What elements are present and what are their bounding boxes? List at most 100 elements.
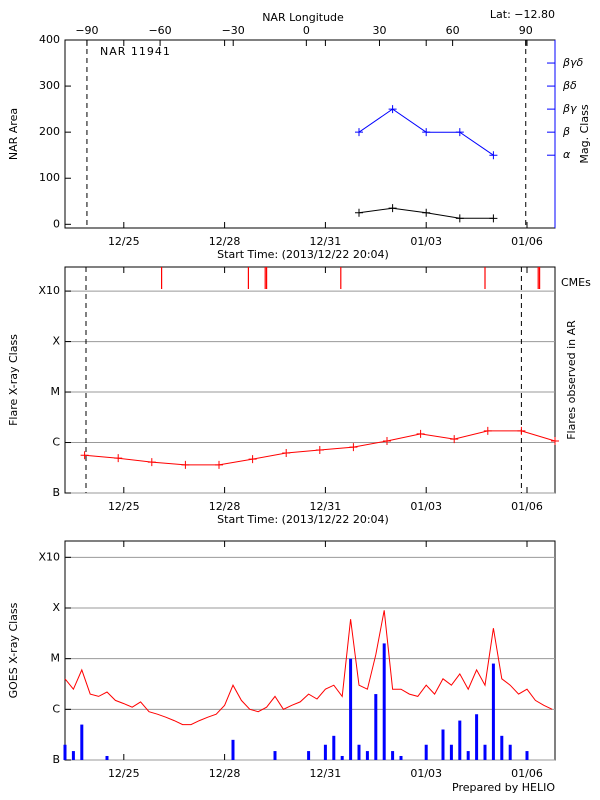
impulse-bar [424, 744, 428, 760]
x-tick-label: 01/06 [511, 767, 543, 780]
y2-tick-label: β [562, 125, 570, 138]
impulse-bar [231, 739, 235, 760]
impulse-bar [323, 744, 327, 760]
plus-marker [147, 458, 156, 467]
plus-marker [455, 128, 464, 137]
impulse-bar [508, 744, 512, 760]
x2-tick-label: −30 [222, 24, 245, 37]
y-axis-label: GOES X-ray Class [7, 602, 20, 698]
impulse-bar [441, 729, 445, 760]
plus-marker [282, 449, 291, 458]
plus-marker [483, 426, 492, 435]
y-axis-label: NAR Area [7, 108, 20, 160]
plus-marker [383, 437, 391, 446]
plus-marker [248, 455, 257, 464]
plus-marker [455, 214, 464, 223]
plus-marker [355, 128, 363, 137]
y-tick-label: X [52, 601, 60, 614]
y-tick-label: 300 [39, 79, 60, 92]
plus-marker [489, 151, 498, 160]
impulse-bar [483, 744, 487, 760]
x-tick-label: 01/03 [410, 767, 442, 780]
impulse-bar [391, 751, 395, 760]
y-tick-label: X10 [38, 550, 60, 563]
footer: Prepared by HELIO [452, 781, 555, 794]
impulse-bar [365, 751, 369, 760]
plus-marker [517, 426, 526, 435]
lat-label: Lat: −12.80 [490, 8, 555, 21]
plus-marker [489, 214, 498, 223]
x-tick-label: 12/25 [108, 500, 140, 513]
x-tick-label: 12/25 [108, 235, 140, 248]
x-tick-label: 12/31 [310, 500, 342, 513]
plus-marker [315, 446, 324, 455]
plus-marker [349, 443, 358, 452]
x-tick-label: 01/03 [410, 235, 442, 248]
impulse-bar [374, 694, 378, 760]
impulse-bar [349, 658, 353, 760]
y-tick-label: X10 [38, 284, 60, 297]
plus-marker [388, 204, 397, 213]
x-tick-label: 12/31 [310, 235, 342, 248]
y-tick-label: 400 [39, 33, 60, 46]
x2-tick-label: 90 [519, 24, 533, 37]
x2-tick-label: −60 [148, 24, 171, 37]
x2-tick-label: 0 [303, 24, 310, 37]
y2-tick-label: βγδ [562, 56, 584, 69]
impulse-bar [466, 751, 470, 760]
y-tick-label: X [52, 335, 60, 348]
plus-marker [416, 429, 425, 438]
x-tick-label: 12/25 [108, 767, 140, 780]
plus-marker [215, 460, 223, 469]
x-tick-label: 12/31 [310, 767, 342, 780]
plot-frame [64, 540, 556, 761]
x-tick-label: 01/03 [410, 500, 442, 513]
y-axis-label: Flare X-ray Class [7, 334, 20, 426]
x-tick-label: 12/28 [209, 767, 241, 780]
plus-marker [551, 437, 559, 446]
impulse-bar [475, 714, 479, 760]
impulse-bar [491, 663, 495, 760]
x-tick-label: 12/28 [209, 500, 241, 513]
plus-marker [355, 208, 363, 217]
chart-title: NAR 11941 [100, 45, 171, 58]
x-axis-label: Start Time: (2013/12/22 20:04) [217, 513, 389, 526]
y-tick-label: C [52, 436, 60, 449]
x2-tick-label: −90 [75, 24, 98, 37]
y-tick-label: M [51, 385, 61, 398]
impulse-bar [458, 720, 462, 760]
impulse-bar [63, 744, 67, 760]
plus-marker [114, 454, 123, 463]
x2-axis-label: NAR Longitude [262, 11, 344, 24]
plus-marker [422, 208, 431, 217]
impulse-bar [449, 744, 453, 760]
impulse-bar [307, 751, 311, 760]
y2-tick-label: α [563, 148, 571, 161]
y-tick-label: B [52, 753, 60, 766]
impulse-bar [80, 724, 84, 760]
y2-tick-label: βγ [562, 102, 577, 115]
impulse-bar [357, 744, 361, 760]
impulse-bar [525, 751, 529, 760]
y-tick-label: 100 [39, 171, 60, 184]
impulse-bar [382, 643, 386, 760]
impulse-bar [399, 755, 403, 760]
y2-tick-label: βδ [562, 79, 577, 92]
impulse-bar [340, 755, 344, 760]
y2-axis-label: Flares observed in AR [565, 320, 578, 440]
impulse-bar [71, 751, 75, 760]
x2-tick-label: 60 [446, 24, 460, 37]
x-axis-label: Start Time: (2013/12/22 20:04) [217, 248, 389, 261]
plot-frame [64, 266, 556, 494]
plus-marker [422, 128, 431, 137]
plus-marker [450, 435, 459, 444]
plus-marker [388, 105, 397, 114]
y-tick-label: C [52, 702, 60, 715]
x-tick-label: 01/06 [511, 500, 543, 513]
impulse-bar [105, 755, 109, 760]
y-tick-label: 200 [39, 125, 60, 138]
y2-axis-label: Mag. Class [578, 104, 591, 163]
plus-marker [80, 451, 89, 460]
y-tick-label: M [51, 652, 61, 665]
